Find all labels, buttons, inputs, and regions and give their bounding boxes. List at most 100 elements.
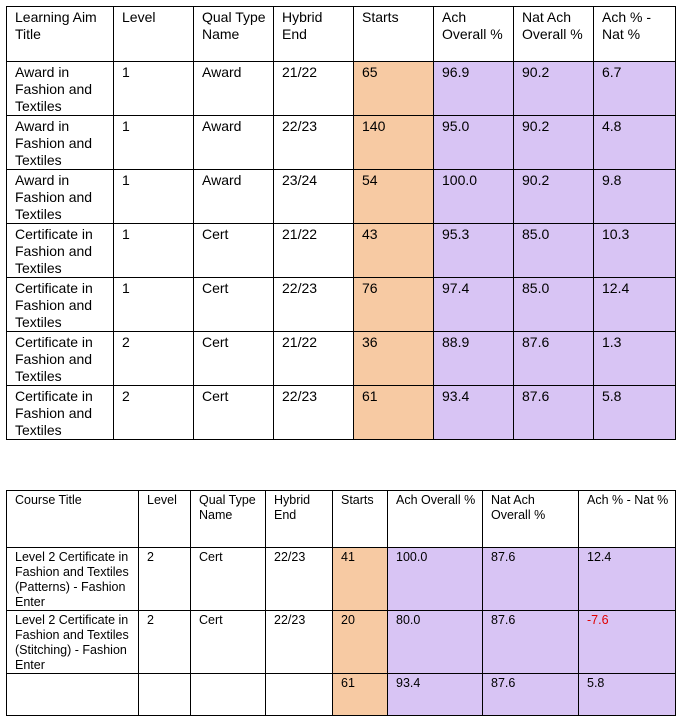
table-cell: Certificate in Fashion and Textiles (6, 331, 114, 386)
table-cell: 12.4 (593, 277, 676, 332)
table-cell: 1 (113, 277, 194, 332)
table-cell: 97.4 (433, 277, 514, 332)
table-cell: 90.2 (513, 169, 594, 224)
table-cell: Hybrid End (273, 6, 354, 62)
table-cell: 96.9 (433, 61, 514, 116)
table-cell (190, 673, 266, 716)
table-row: Certificate in Fashion and Textiles 2 Cert… (6, 385, 676, 440)
results-table: Learning Aim Title Level Qual Type Name Hyb… (6, 6, 676, 440)
table-cell: 61 (353, 385, 434, 440)
table-cell: 22/23 (265, 547, 333, 611)
table-cell: 2 (138, 610, 191, 674)
table-cell: Level (113, 6, 194, 62)
table-cell: 100.0 (433, 169, 514, 224)
table-cell: 2 (113, 331, 194, 386)
table-cell: Qual Type Name (190, 490, 266, 548)
table-cell: 2 (138, 547, 191, 611)
table-cell: 23/24 (273, 169, 354, 224)
table-cell: Hybrid End (265, 490, 333, 548)
table-cell: Starts (332, 490, 388, 548)
table-cell: Learning Aim Title (6, 6, 114, 62)
table-cell: 80.0 (387, 610, 483, 674)
table-cell: 2 (113, 385, 194, 440)
table-cell: 1 (113, 115, 194, 170)
table-cell: 61 (332, 673, 388, 716)
table-cell: 93.4 (387, 673, 483, 716)
table-cell: Qual Type Name (193, 6, 274, 62)
table-cell: Ach % - Nat % (578, 490, 676, 548)
table-row: Award in Fashion and Textiles 1 Award 21/22… (6, 61, 676, 116)
table-cell: Level 2 Certificate in Fashion and Texti… (6, 547, 139, 611)
table-cell: 21/22 (273, 331, 354, 386)
table-cell: 87.6 (482, 610, 579, 674)
table-cell: 140 (353, 115, 434, 170)
table-cell: 87.6 (513, 331, 594, 386)
table-cell: Ach Overall % (433, 6, 514, 62)
table-cell: Starts (353, 6, 434, 62)
table-cell: Award in Fashion and Textiles (6, 61, 114, 116)
table-cell: 76 (353, 277, 434, 332)
table-row: Level 2 Certificate in Fashion and Texti… (6, 547, 676, 611)
table-row: Level 2 Certificate in Fashion and Texti… (6, 610, 676, 674)
table-cell: Nat Ach Overall % (513, 6, 594, 62)
table-cell: 85.0 (513, 223, 594, 278)
table-cell: 41 (332, 547, 388, 611)
table-cell: Cert (193, 223, 274, 278)
table-cell: 87.6 (513, 385, 594, 440)
table-cell: 88.9 (433, 331, 514, 386)
table-cell: 20 (332, 610, 388, 674)
table-cell (265, 673, 333, 716)
table-cell: 1.3 (593, 331, 676, 386)
table-cell: Ach % - Nat % (593, 6, 676, 62)
table-cell: 95.3 (433, 223, 514, 278)
table-cell: 5.8 (593, 385, 676, 440)
table-row: Award in Fashion and Textiles 1 Award 23/24… (6, 169, 676, 224)
table-cell: 22/23 (273, 277, 354, 332)
table-cell: Cert (193, 277, 274, 332)
table-cell: 1 (113, 61, 194, 116)
table-cell: Course Title (6, 490, 139, 548)
table-row: Learning Aim Title Level Qual Type Name Hyb… (6, 6, 676, 62)
table-row: Certificate in Fashion and Textiles 1 Cert… (6, 277, 676, 332)
table-cell: Cert (190, 610, 266, 674)
table-row: 61 93.4 87.6 5.8 (6, 673, 676, 716)
table-cell: Award in Fashion and Textiles (6, 169, 114, 224)
table-cell: 54 (353, 169, 434, 224)
table-row: Course Title Level Qual Type Name Hybrid En… (6, 490, 676, 548)
table-row: Award in Fashion and Textiles 1 Award 22/23… (6, 115, 676, 170)
table-cell (6, 673, 139, 716)
table-cell: 36 (353, 331, 434, 386)
table-cell: 6.7 (593, 61, 676, 116)
table-cell: Level 2 Certificate in Fashion and Texti… (6, 610, 139, 674)
table-cell: 95.0 (433, 115, 514, 170)
table-cell: Certificate in Fashion and Textiles (6, 385, 114, 440)
table-cell: 10.3 (593, 223, 676, 278)
table-cell: 90.2 (513, 115, 594, 170)
course-table: Course Title Level Qual Type Name Hybrid En… (6, 490, 676, 716)
table-cell: 87.6 (482, 673, 579, 716)
table-cell: Award (193, 115, 274, 170)
table-cell: 4.8 (593, 115, 676, 170)
table-cell: 85.0 (513, 277, 594, 332)
table-cell: 1 (113, 169, 194, 224)
table-cell: 5.8 (578, 673, 676, 716)
table-cell: 9.8 (593, 169, 676, 224)
table-cell: Cert (193, 331, 274, 386)
table-cell: 87.6 (482, 547, 579, 611)
table-cell: Award (193, 169, 274, 224)
table-cell: 65 (353, 61, 434, 116)
table-cell: 22/23 (273, 385, 354, 440)
table-cell: 93.4 (433, 385, 514, 440)
table-cell: Level (138, 490, 191, 548)
table-cell: Award in Fashion and Textiles (6, 115, 114, 170)
table-cell: Certificate in Fashion and Textiles (6, 277, 114, 332)
table-cell: -7.6 (578, 610, 676, 674)
table-cell: 22/23 (273, 115, 354, 170)
table-cell: 21/22 (273, 61, 354, 116)
table-cell: 22/23 (265, 610, 333, 674)
table-cell: 100.0 (387, 547, 483, 611)
table-cell: 1 (113, 223, 194, 278)
table-cell: 21/22 (273, 223, 354, 278)
table-cell (138, 673, 191, 716)
table-cell: 90.2 (513, 61, 594, 116)
